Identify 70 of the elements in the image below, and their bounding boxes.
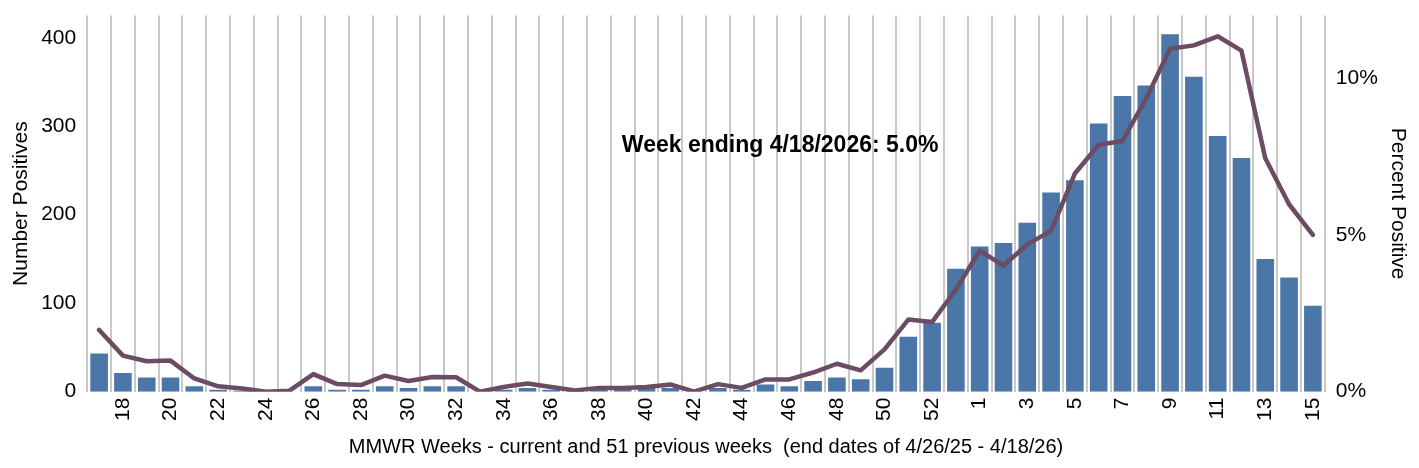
bar — [1066, 180, 1084, 392]
bar — [447, 386, 465, 392]
bar — [304, 386, 323, 392]
bar — [1018, 222, 1037, 392]
bar — [1280, 277, 1298, 392]
x-tick-label: 32 — [442, 397, 466, 421]
x-tick-label: 34 — [490, 397, 514, 421]
x-tick-label: 50 — [871, 397, 895, 421]
x-tick-label: 46 — [776, 397, 800, 421]
y-tick-label: 200 — [41, 201, 77, 225]
bar — [899, 336, 918, 392]
bar — [970, 246, 989, 392]
y2-tick-label: 0% — [1335, 378, 1367, 402]
bar — [1208, 135, 1227, 392]
bar — [923, 322, 941, 392]
x-tick-label: 20 — [157, 397, 181, 421]
bar — [1113, 96, 1132, 392]
bar — [1256, 258, 1275, 392]
y-axis-title: Number Positives — [8, 121, 32, 286]
annotation: Week ending 4/18/2026: 5.0% — [621, 130, 939, 157]
bar — [375, 386, 394, 392]
x-tick-label: 22 — [204, 397, 228, 421]
bar — [161, 377, 180, 392]
bar — [114, 373, 132, 392]
bar — [828, 377, 846, 392]
bar — [804, 381, 822, 392]
x-tick-label: 38 — [585, 397, 609, 421]
x-axis-title: MMWR Weeks - current and 51 previous weeks (end dates of 4/26/25 - 4/18/26) — [348, 434, 1064, 457]
x-tick-label: 26 — [300, 397, 324, 421]
bar — [780, 386, 799, 392]
bar — [1089, 123, 1108, 392]
x-tick-label: 52 — [918, 397, 942, 421]
bar — [1137, 85, 1156, 392]
bar — [1232, 158, 1251, 392]
x-tick-label: 3 — [1014, 397, 1038, 410]
bar — [137, 377, 156, 392]
bar — [185, 386, 204, 392]
x-tick-label: 9 — [1156, 397, 1180, 410]
bar — [1161, 34, 1179, 392]
y2-tick-label: 10% — [1335, 65, 1378, 89]
bar — [851, 379, 870, 392]
x-tick-label: 28 — [347, 397, 371, 421]
x-tick-label: 13 — [1252, 397, 1276, 421]
y-tick-label: 400 — [41, 24, 77, 48]
x-tick-label: 1 — [966, 397, 990, 410]
bar — [1185, 76, 1203, 392]
x-tick-label: 11 — [1204, 397, 1228, 420]
y2-axis-title: Percent Positive — [1387, 127, 1411, 280]
x-tick-label: 48 — [823, 397, 847, 421]
x-tick-label: 36 — [538, 397, 562, 421]
x-tick-label: 44 — [728, 397, 752, 421]
x-tick-label: 7 — [1109, 397, 1133, 410]
x-tick-label: 42 — [680, 397, 704, 421]
bar — [423, 386, 442, 392]
y2-tick-label: 5% — [1335, 221, 1367, 245]
x-tick-label: 24 — [252, 397, 276, 421]
x-tick-label: 30 — [395, 397, 419, 421]
bar — [947, 268, 965, 392]
bar — [875, 367, 894, 392]
y-tick-label: 0 — [64, 378, 77, 402]
bar — [994, 243, 1013, 392]
x-tick-label: 15 — [1299, 397, 1323, 421]
bar — [1042, 192, 1060, 392]
bar — [1304, 305, 1322, 392]
x-tick-label: 40 — [633, 397, 657, 421]
y-tick-label: 300 — [41, 113, 77, 136]
y-tick-label: 100 — [41, 289, 77, 313]
bar — [90, 353, 108, 392]
x-tick-label: 18 — [109, 397, 133, 421]
x-tick-label: 5 — [1061, 397, 1085, 410]
